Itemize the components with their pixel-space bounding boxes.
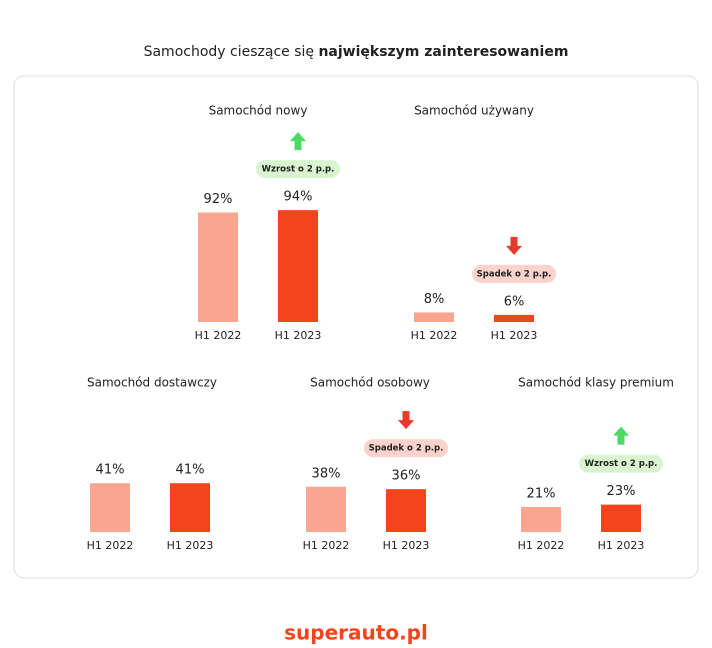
value-label: 6% xyxy=(504,294,525,309)
x-tick-label: H1 2023 xyxy=(598,539,645,552)
value-label: 41% xyxy=(176,463,205,478)
chart-title: Samochód klasy premium xyxy=(518,376,674,390)
trend-arrow xyxy=(290,132,306,151)
x-tick-label: H1 2023 xyxy=(491,329,538,342)
footer-logo: superauto.pl xyxy=(284,621,428,645)
bar xyxy=(494,314,534,322)
chart-title: Samochód dostawczy xyxy=(87,376,217,390)
trend-arrow xyxy=(613,426,629,445)
bar xyxy=(170,483,210,532)
chart-title: Samochód osobowy xyxy=(310,376,430,390)
bar xyxy=(521,507,561,532)
x-tick-label: H1 2022 xyxy=(87,539,134,552)
value-label: 92% xyxy=(204,192,233,207)
bar xyxy=(414,312,454,322)
annotation: Spadek o 2 p.p. xyxy=(477,269,552,279)
value-label: 38% xyxy=(312,466,341,481)
value-label: 21% xyxy=(527,487,556,502)
trend-arrow xyxy=(506,236,522,255)
bar xyxy=(386,489,426,532)
panel xyxy=(13,75,699,579)
x-tick-label: H1 2022 xyxy=(303,539,350,552)
annotation: Spadek o 2 p.p. xyxy=(369,444,444,454)
bar xyxy=(601,504,641,532)
value-label: 94% xyxy=(284,190,313,205)
x-tick-label: H1 2023 xyxy=(383,539,430,552)
bar xyxy=(90,483,130,532)
title-regular: Samochody cieszące się xyxy=(144,44,314,60)
trend-arrow xyxy=(398,411,414,430)
annotation: Wzrost o 2 p.p. xyxy=(585,459,658,469)
bar xyxy=(198,212,238,322)
chart-title: Samochód nowy xyxy=(209,104,308,118)
annotation-pill xyxy=(364,439,448,458)
title-bold: największym zainteresowaniem xyxy=(318,44,568,60)
x-tick-label: H1 2022 xyxy=(195,329,242,342)
value-label: 41% xyxy=(96,463,125,478)
value-label: 8% xyxy=(424,292,445,307)
bar xyxy=(278,210,318,322)
value-label: 36% xyxy=(392,469,421,484)
annotation-pill xyxy=(472,264,556,283)
value-label: 23% xyxy=(607,484,636,499)
x-tick-label: H1 2023 xyxy=(167,539,214,552)
annotation-pill xyxy=(256,160,340,179)
annotation: Wzrost o 2 p.p. xyxy=(262,165,335,175)
chart-title: Samochód używany xyxy=(414,104,534,118)
annotation-pill xyxy=(579,454,663,473)
x-tick-label: H1 2022 xyxy=(411,329,458,342)
x-tick-label: H1 2023 xyxy=(275,329,322,342)
x-tick-label: H1 2022 xyxy=(518,539,565,552)
main-title: Samochody cieszące się największym zaint… xyxy=(144,44,569,60)
bar xyxy=(306,486,346,532)
